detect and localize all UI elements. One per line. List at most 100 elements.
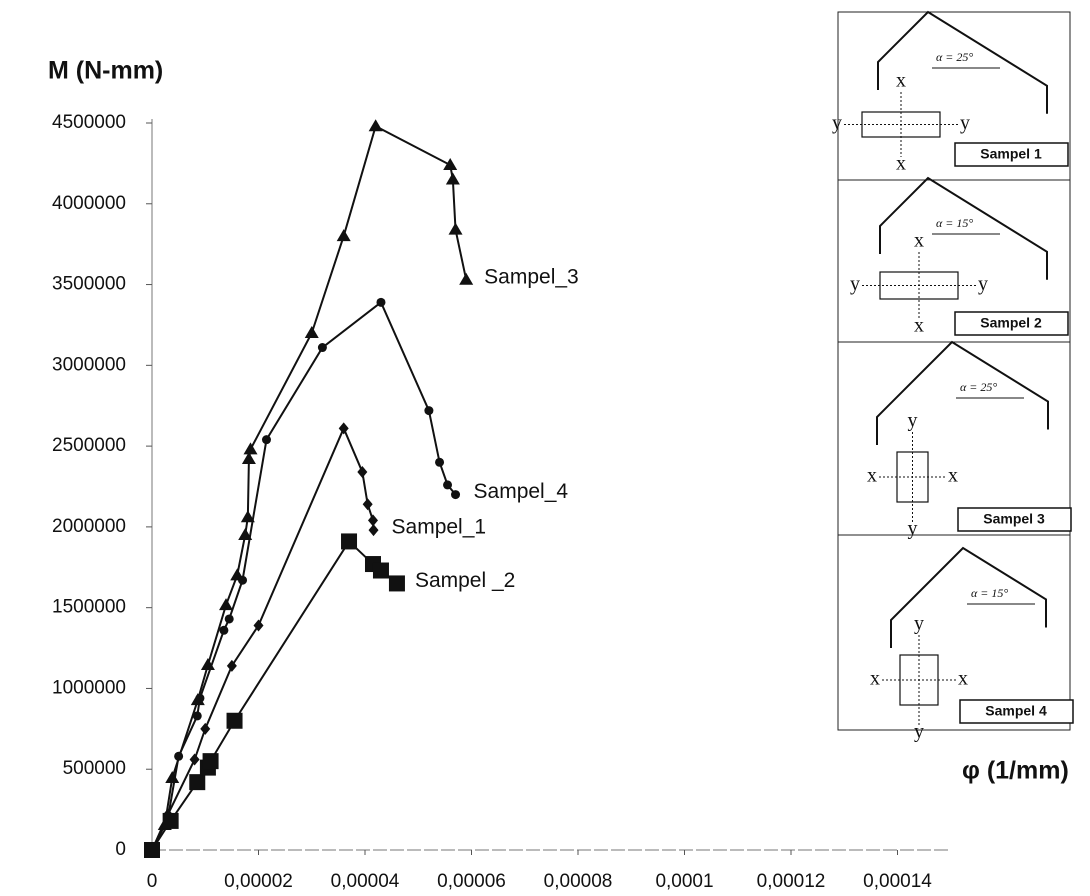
caption-box xyxy=(954,311,1069,336)
point xyxy=(372,562,389,579)
point xyxy=(189,774,206,791)
point xyxy=(435,457,445,467)
x-tick-label: 0,00004 xyxy=(331,871,400,892)
y-tick-label: 3000000 xyxy=(52,354,126,375)
point xyxy=(367,514,378,527)
point xyxy=(226,712,243,729)
point xyxy=(253,619,264,632)
inset-frame xyxy=(837,341,1071,536)
y-tick-label: 0 xyxy=(115,839,126,860)
y-tick-label: 2000000 xyxy=(52,516,126,537)
y-tick-label: 1500000 xyxy=(52,597,126,618)
section-axis-label: y xyxy=(850,273,860,295)
point xyxy=(174,751,184,761)
point xyxy=(341,533,358,550)
y-tick-label: 4000000 xyxy=(52,193,126,214)
point xyxy=(202,753,219,770)
y-tick-label: 1000000 xyxy=(52,677,126,698)
x-tick-label: 0,00006 xyxy=(437,871,506,892)
x-axis-title: φ (1/mm) xyxy=(962,757,1069,785)
section-axis-label: y xyxy=(908,518,918,540)
section-axis-label: x xyxy=(958,668,968,690)
point xyxy=(238,527,253,540)
series-line xyxy=(151,124,468,851)
point xyxy=(240,510,255,523)
series-label: Sampel_4 xyxy=(474,480,569,503)
section-axis-label: x xyxy=(867,465,877,487)
series-label: Sampel_1 xyxy=(392,516,487,539)
section-axis-label: x xyxy=(914,315,924,337)
section-axis-label: y xyxy=(832,112,842,134)
y-tick-label: 2500000 xyxy=(52,435,126,456)
x-tick-label: 0,00012 xyxy=(757,871,826,892)
point xyxy=(424,406,434,416)
section-axis-label: x xyxy=(896,70,906,92)
roof xyxy=(890,546,1047,648)
point xyxy=(451,490,461,500)
section-axis-label: y xyxy=(978,273,988,295)
y-axis-title: M (N-mm) xyxy=(48,57,163,85)
caption-box xyxy=(957,507,1072,532)
section-axis-label: x xyxy=(896,153,906,175)
x-tick-label: 0,00008 xyxy=(544,871,613,892)
point xyxy=(368,524,379,537)
caption: Sampel 3 xyxy=(983,511,1045,527)
y-tick-label: 4500000 xyxy=(52,112,126,133)
point xyxy=(368,119,383,132)
section-axis-label: x xyxy=(914,230,924,252)
inset-frame xyxy=(837,534,1071,731)
point xyxy=(226,659,237,672)
y-tick-label: 3500000 xyxy=(52,274,126,295)
section-axis-label: x xyxy=(948,465,958,487)
section-axis-label: x xyxy=(870,668,880,690)
point xyxy=(219,598,234,611)
caption-box xyxy=(959,699,1074,724)
roof xyxy=(877,10,1048,114)
point xyxy=(388,575,405,592)
section-axis-label: y xyxy=(914,721,924,743)
angle-label: α = 25° xyxy=(936,50,973,64)
roof xyxy=(879,176,1048,280)
x-tick-label: 0 xyxy=(147,871,158,892)
point xyxy=(144,842,160,858)
point xyxy=(338,422,349,435)
point xyxy=(189,753,200,766)
point xyxy=(200,722,211,735)
caption: Sampel 4 xyxy=(985,703,1047,719)
section-axis-label: y xyxy=(960,112,970,134)
x-tick-label: 0,00014 xyxy=(863,871,932,892)
point xyxy=(165,770,180,783)
point xyxy=(304,326,319,339)
point xyxy=(443,158,458,171)
point xyxy=(362,498,373,511)
angle-label: α = 15° xyxy=(971,586,1008,600)
angle-label: α = 25° xyxy=(960,380,997,394)
point xyxy=(243,442,258,455)
series-label: Sampel _2 xyxy=(415,569,515,592)
caption: Sampel 2 xyxy=(980,315,1042,331)
point xyxy=(317,343,327,353)
caption: Sampel 1 xyxy=(980,146,1042,162)
series-line xyxy=(151,425,375,851)
point xyxy=(336,229,351,242)
roof xyxy=(876,340,1049,445)
point xyxy=(443,480,453,490)
series-label: Sampel_3 xyxy=(484,265,579,288)
series-line xyxy=(151,300,457,851)
x-tick-label: 0,0001 xyxy=(655,871,713,892)
angle-label: α = 15° xyxy=(936,216,973,230)
point xyxy=(357,465,368,478)
y-tick-label: 500000 xyxy=(63,758,126,779)
point xyxy=(459,272,474,285)
point xyxy=(224,614,234,624)
caption-box xyxy=(954,142,1069,167)
point xyxy=(192,711,202,721)
point xyxy=(195,693,205,703)
point xyxy=(219,625,229,635)
point xyxy=(238,575,248,585)
point xyxy=(261,435,271,445)
point xyxy=(376,297,386,307)
point xyxy=(445,172,460,185)
